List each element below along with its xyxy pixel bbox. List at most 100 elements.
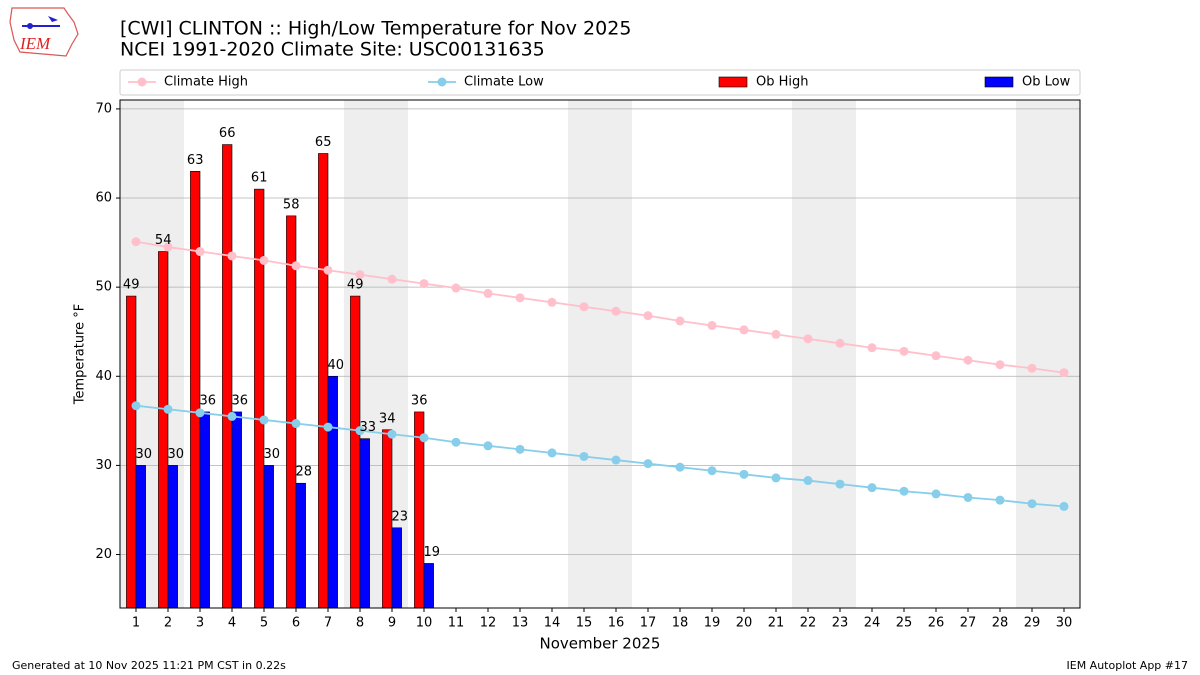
- x-tick-label: 30: [1056, 616, 1073, 631]
- x-tick-label: 22: [800, 616, 817, 631]
- data-label: 54: [155, 233, 172, 248]
- point: [195, 247, 205, 257]
- point: [995, 495, 1005, 505]
- bar: [135, 465, 146, 609]
- footer-right: IEM Autoplot App #17: [1067, 659, 1189, 672]
- point: [707, 320, 717, 330]
- x-tick-label: 12: [480, 616, 497, 631]
- x-tick-label: 10: [416, 616, 433, 631]
- bar: [327, 375, 338, 609]
- y-axis-label: Temperature °F: [73, 304, 88, 405]
- bar: [190, 170, 201, 609]
- bar: [167, 465, 178, 609]
- plot-frame: [119, 99, 1081, 609]
- x-tick-label: 26: [928, 616, 945, 631]
- point: [1027, 499, 1037, 509]
- data-label: 30: [136, 447, 153, 462]
- point: [867, 483, 877, 493]
- data-label: 36: [411, 393, 428, 408]
- data-label: 23: [392, 509, 409, 524]
- x-tick-label: 3: [196, 616, 204, 631]
- point: [227, 411, 237, 421]
- point: [259, 255, 269, 265]
- point: [451, 437, 461, 447]
- bar: [222, 144, 233, 609]
- point: [803, 334, 813, 344]
- legend-marker: [437, 77, 447, 87]
- point: [643, 311, 653, 321]
- bar: [318, 153, 329, 609]
- weekend-band: [568, 100, 632, 608]
- x-tick-label: 8: [356, 616, 364, 631]
- data-label: 19: [424, 545, 441, 560]
- data-label: 63: [187, 153, 204, 168]
- point: [963, 492, 973, 502]
- y-tick-label: 40: [95, 369, 112, 384]
- legend-swatch: [718, 76, 748, 88]
- x-tick-label: 16: [608, 616, 625, 631]
- x-tick-label: 4: [228, 616, 236, 631]
- x-tick-label: 24: [864, 616, 881, 631]
- x-tick-label: 2: [164, 616, 172, 631]
- point: [291, 419, 301, 429]
- point: [483, 441, 493, 451]
- point: [163, 404, 173, 414]
- point: [579, 302, 589, 312]
- bar: [295, 482, 306, 609]
- point: [131, 401, 141, 411]
- point: [611, 306, 621, 316]
- point: [963, 355, 973, 365]
- logo-flag: [48, 16, 58, 22]
- logo-dot: [27, 23, 33, 29]
- point: [835, 338, 845, 348]
- legend-marker: [137, 77, 147, 87]
- x-tick-label: 17: [640, 616, 657, 631]
- weekend-band: [792, 100, 856, 608]
- x-tick-label: 5: [260, 616, 268, 631]
- point: [515, 444, 525, 454]
- point: [675, 462, 685, 472]
- data-label: 34: [379, 411, 396, 426]
- x-tick-label: 23: [832, 616, 849, 631]
- line: [135, 240, 1065, 374]
- point: [291, 261, 301, 271]
- legend-swatch: [984, 76, 1014, 88]
- point: [195, 408, 205, 418]
- point: [611, 455, 621, 465]
- bar: [391, 527, 402, 609]
- bar: [286, 215, 297, 609]
- x-tick-label: 25: [896, 616, 913, 631]
- x-tick-label: 9: [388, 616, 396, 631]
- y-tick-label: 50: [95, 280, 112, 295]
- x-tick-label: 29: [1024, 616, 1041, 631]
- point: [419, 433, 429, 443]
- point: [227, 251, 237, 261]
- data-label: 28: [296, 465, 313, 480]
- point: [355, 270, 365, 280]
- logo-text: IEM: [19, 34, 51, 53]
- point: [131, 237, 141, 247]
- data-label: 40: [328, 358, 345, 373]
- bar: [423, 563, 434, 609]
- point: [323, 265, 333, 275]
- legend-label: Ob High: [756, 75, 809, 90]
- logo-outline: [9, 7, 79, 57]
- legend-label: Climate High: [164, 75, 248, 90]
- weekend-band: [1016, 100, 1080, 608]
- point: [387, 274, 397, 284]
- data-label: 36: [200, 393, 217, 408]
- point: [675, 316, 685, 326]
- point: [259, 415, 269, 425]
- point: [1027, 363, 1037, 373]
- y-tick-label: 70: [95, 101, 112, 116]
- data-label: 66: [219, 126, 236, 141]
- x-tick-label: 19: [704, 616, 721, 631]
- x-tick-label: 20: [736, 616, 753, 631]
- bar: [158, 251, 169, 609]
- point: [163, 242, 173, 252]
- x-tick-label: 13: [512, 616, 529, 631]
- point: [483, 288, 493, 298]
- x-tick-label: 11: [448, 616, 465, 631]
- point: [707, 466, 717, 476]
